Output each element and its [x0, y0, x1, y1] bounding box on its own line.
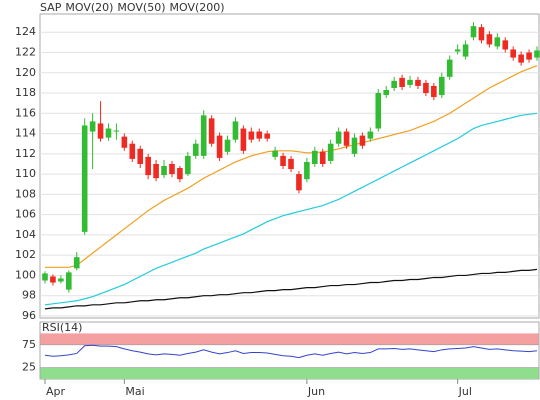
candle-body	[312, 150, 318, 164]
candle-body	[383, 90, 390, 96]
moving-average-line	[44, 268, 538, 310]
candle-body	[502, 40, 509, 50]
y-tick-label: 75	[22, 338, 36, 351]
candle-body	[335, 131, 342, 144]
candle-body	[518, 54, 524, 63]
legend-entry: MOV(200)	[169, 1, 224, 14]
candle-body	[121, 136, 128, 148]
candle-body	[319, 151, 326, 164]
candle-body	[415, 79, 421, 86]
candle-body	[248, 131, 255, 140]
y-tick-label: 100	[15, 268, 36, 281]
rsi-band	[40, 367, 539, 379]
rsi-line	[44, 344, 538, 359]
y-tick-label: 110	[15, 167, 36, 180]
y-tick-label: 124	[15, 25, 36, 38]
candle-body	[296, 174, 302, 191]
candle-body	[359, 135, 366, 146]
candle-body	[462, 44, 469, 57]
moving-average-line	[44, 112, 538, 306]
x-tick-label: Mai	[125, 385, 144, 398]
candle-body	[232, 121, 239, 140]
y-tick-label: 118	[15, 86, 36, 99]
candle-body	[431, 85, 437, 98]
candle-body	[208, 118, 215, 144]
y-tick-label: 102	[15, 248, 36, 261]
candle-body	[399, 77, 405, 87]
candle-body	[192, 143, 199, 156]
candle-body	[304, 161, 310, 180]
candle-body	[478, 27, 485, 41]
candle-body	[50, 276, 56, 283]
candle-body	[137, 148, 144, 164]
y-tick-label: 108	[15, 187, 36, 200]
rsi-band	[40, 333, 539, 345]
candle-body	[510, 49, 516, 58]
candle-body	[288, 158, 294, 170]
candle-body	[375, 93, 382, 129]
y-tick-label: 25	[22, 361, 36, 374]
x-tick-label: Apr	[46, 385, 66, 398]
candle-body	[145, 156, 151, 176]
y-tick-label: 98	[22, 289, 36, 302]
candle-body	[129, 143, 136, 159]
candle-body	[454, 49, 461, 52]
candle-body	[423, 82, 429, 94]
rsi-title: RSI(14)	[42, 321, 82, 334]
y-tick-label: 122	[15, 46, 36, 59]
candle-body	[494, 37, 501, 47]
candle-body	[264, 133, 270, 139]
candle-body	[534, 50, 540, 58]
candle-body	[224, 139, 231, 152]
candle-body	[446, 59, 453, 77]
candle-body	[367, 131, 374, 139]
candle-body	[240, 128, 247, 151]
legend-entry: MOV(20)	[65, 1, 113, 14]
candle-body	[81, 125, 88, 232]
y-tick-label: 96	[22, 309, 36, 322]
y-tick-label: 106	[15, 208, 36, 221]
candle-body	[526, 52, 532, 60]
candle-body	[66, 272, 72, 290]
moving-average-line	[45, 65, 538, 268]
candle-body	[438, 76, 445, 96]
y-tick-label: 112	[15, 147, 36, 160]
y-tick-label: 104	[15, 228, 36, 241]
candle-body	[407, 79, 413, 85]
candle-body	[216, 135, 223, 158]
candle-body	[169, 163, 175, 175]
y-tick-label: 116	[15, 106, 36, 119]
candle-body	[185, 155, 191, 175]
candle-body	[113, 130, 120, 132]
candle-body	[486, 34, 493, 45]
candle-body	[470, 26, 477, 38]
candle-body	[97, 123, 104, 139]
candle-body	[89, 121, 96, 132]
candle-body	[391, 80, 397, 88]
candle-body	[280, 155, 286, 166]
candle-body	[58, 278, 64, 282]
candle-body	[153, 163, 159, 179]
candle-body	[42, 273, 48, 281]
candle-body	[73, 257, 80, 269]
x-tick-label: Jun	[307, 385, 325, 398]
candle-body	[256, 131, 263, 139]
candle-body	[177, 168, 183, 180]
candle-body	[343, 131, 350, 146]
legend-entry: MOV(50)	[117, 1, 165, 14]
y-tick-label: 120	[15, 66, 36, 79]
candle-body	[272, 150, 278, 157]
x-tick-label: Jul	[458, 385, 472, 398]
candle-body	[351, 137, 358, 154]
candle-body	[105, 128, 112, 138]
candle-body	[327, 143, 334, 161]
y-tick-label: 114	[15, 127, 36, 140]
legend-entry: SAP	[40, 1, 62, 14]
candle-body	[161, 166, 167, 176]
candle-body	[200, 115, 207, 156]
